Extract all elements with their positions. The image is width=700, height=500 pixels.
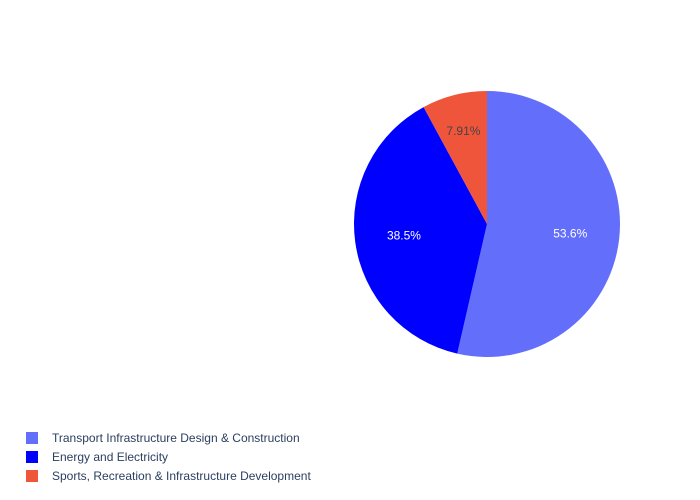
legend-swatch <box>26 469 38 482</box>
legend-label: Energy and Electricity <box>52 449 169 464</box>
legend-swatch <box>26 431 38 444</box>
legend-item[interactable]: Transport Infrastructure Design & Constr… <box>26 428 311 447</box>
pie-slice-1[interactable] <box>457 91 621 357</box>
legend-label: Sports, Recreation & Infrastructure Deve… <box>52 468 311 483</box>
legend-label: Transport Infrastructure Design & Constr… <box>52 430 300 445</box>
legend-item[interactable]: Energy and Electricity <box>26 447 311 466</box>
slice-percent-label-3: 7.91% <box>446 124 480 138</box>
legend-swatch <box>26 450 38 463</box>
pie-slice-3[interactable] <box>423 91 487 224</box>
pie-slice-2[interactable] <box>354 107 487 354</box>
legend-item[interactable]: Sports, Recreation & Infrastructure Deve… <box>26 466 311 485</box>
legend: Transport Infrastructure Design & Constr… <box>26 428 311 485</box>
slice-percent-label-2: 38.5% <box>387 228 421 242</box>
slice-percent-label-1: 53.6% <box>553 226 587 240</box>
